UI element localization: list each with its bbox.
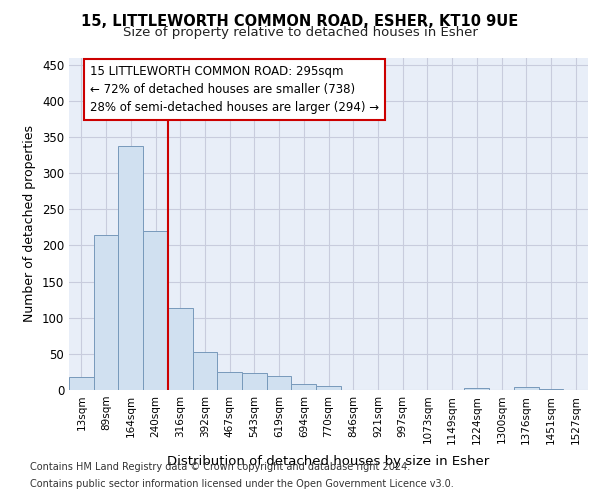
Bar — [242, 374, 267, 390]
Text: 15 LITTLEWORTH COMMON ROAD: 295sqm
← 72% of detached houses are smaller (738)
28: 15 LITTLEWORTH COMMON ROAD: 295sqm ← 72%… — [90, 64, 379, 114]
Bar — [168, 308, 193, 390]
Bar — [316, 386, 341, 390]
Text: Contains HM Land Registry data © Crown copyright and database right 2024.: Contains HM Land Registry data © Crown c… — [30, 462, 410, 472]
Bar — [267, 376, 292, 390]
Bar — [464, 388, 489, 390]
Bar — [217, 372, 242, 390]
Bar — [118, 146, 143, 390]
Text: Size of property relative to detached houses in Esher: Size of property relative to detached ho… — [122, 26, 478, 39]
Bar — [193, 352, 217, 390]
Y-axis label: Number of detached properties: Number of detached properties — [23, 125, 37, 322]
Bar — [539, 388, 563, 390]
Bar — [514, 387, 539, 390]
Bar — [94, 236, 118, 390]
Text: Contains public sector information licensed under the Open Government Licence v3: Contains public sector information licen… — [30, 479, 454, 489]
Text: 15, LITTLEWORTH COMMON ROAD, ESHER, KT10 9UE: 15, LITTLEWORTH COMMON ROAD, ESHER, KT10… — [82, 14, 518, 29]
X-axis label: Distribution of detached houses by size in Esher: Distribution of detached houses by size … — [167, 454, 490, 468]
Bar — [143, 231, 168, 390]
Bar — [69, 377, 94, 390]
Bar — [292, 384, 316, 390]
